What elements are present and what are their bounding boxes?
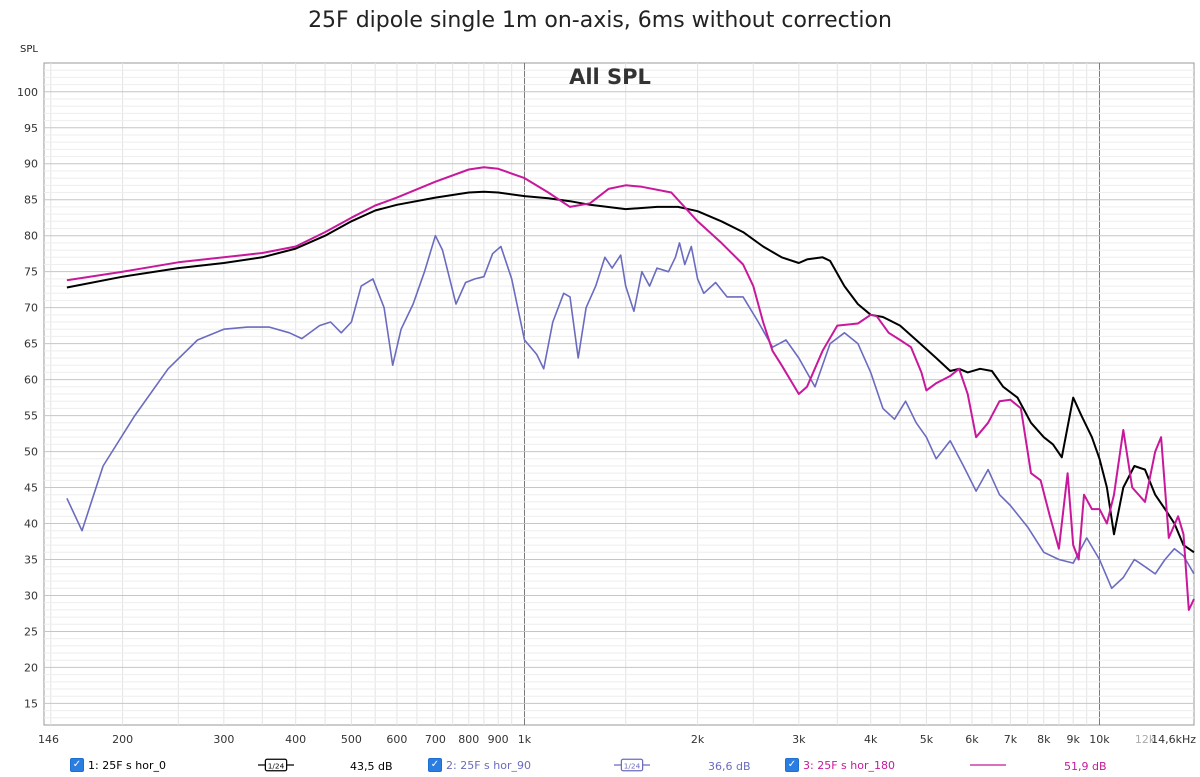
x-tick-label: 14,6kHz bbox=[1151, 733, 1196, 746]
y-tick-label: 20 bbox=[24, 661, 38, 674]
smoothing-indicator-hor-90[interactable]: 1/24 bbox=[614, 757, 650, 773]
y-tick-label: 40 bbox=[24, 518, 38, 531]
x-tick-label: 4k bbox=[864, 733, 878, 746]
legend-level: 51,9 dB bbox=[1064, 760, 1107, 773]
legend-label: 2: 25F s hor_90 bbox=[446, 758, 531, 772]
y-tick-label: 80 bbox=[24, 230, 38, 243]
y-tick-label: 65 bbox=[24, 338, 38, 351]
series-line-3 bbox=[66, 166, 1195, 611]
x-tick-label: 1k bbox=[518, 733, 532, 746]
x-tick-label: 12k bbox=[1135, 733, 1156, 746]
chart-subtitle: All SPL bbox=[569, 65, 651, 89]
x-tick-label: 10k bbox=[1089, 733, 1110, 746]
checkbox-icon[interactable]: ✓ bbox=[70, 758, 84, 772]
x-tick-label: 3k bbox=[792, 733, 806, 746]
x-tick-label: 8k bbox=[1037, 733, 1051, 746]
y-tick-label: 85 bbox=[24, 194, 38, 207]
y-tick-label: 100 bbox=[17, 86, 38, 99]
x-tick-label: 900 bbox=[488, 733, 509, 746]
x-tick-label: 7k bbox=[1004, 733, 1018, 746]
y-tick-label: 70 bbox=[24, 302, 38, 315]
legend-level: 36,6 dB bbox=[708, 760, 751, 773]
y-tick-label: 60 bbox=[24, 374, 38, 387]
legend-label: 1: 25F s hor_0 bbox=[88, 758, 166, 772]
legend-item-hor-90[interactable]: ✓ 2: 25F s hor_90 bbox=[428, 758, 531, 772]
series-line-1 bbox=[66, 190, 1195, 554]
x-tick-label: 400 bbox=[285, 733, 306, 746]
y-tick-label: 45 bbox=[24, 482, 38, 495]
x-tick-label: 200 bbox=[112, 733, 133, 746]
legend-item-hor-180[interactable]: ✓ 3: 25F s hor_180 bbox=[785, 758, 895, 772]
y-tick-label: 90 bbox=[24, 158, 38, 171]
series-line-swatch-hor-180 bbox=[970, 764, 1006, 766]
x-tick-label: 300 bbox=[213, 733, 234, 746]
x-tick-label: 5k bbox=[920, 733, 934, 746]
grid bbox=[43, 62, 1195, 726]
x-tick-label: 2k bbox=[691, 733, 705, 746]
x-tick-label: 600 bbox=[386, 733, 407, 746]
series-lines bbox=[66, 166, 1195, 611]
x-tick-label: 800 bbox=[458, 733, 479, 746]
x-tick-label: 6k bbox=[965, 733, 979, 746]
series-line-2 bbox=[66, 234, 1195, 590]
y-tick-label: 55 bbox=[24, 410, 38, 423]
legend-item-hor-0[interactable]: ✓ 1: 25F s hor_0 bbox=[70, 758, 166, 772]
y-tick-label: 30 bbox=[24, 589, 38, 602]
axis-ticks: 15 20 25 30 35 40 45 50 55 60 65 70 75 80 85 90 95 100 146… bbox=[17, 86, 1196, 746]
legend-level: 43,5 dB bbox=[350, 760, 393, 773]
checkbox-icon[interactable]: ✓ bbox=[785, 758, 799, 772]
smoothing-label: 1/24 bbox=[624, 761, 641, 770]
x-tick-label: 146 bbox=[38, 733, 59, 746]
x-tick-label: 500 bbox=[341, 733, 362, 746]
legend: ✓ 1: 25F s hor_0 1/24 43,5 dB ✓ 2: 25F s… bbox=[0, 755, 1200, 777]
x-tick-label: 700 bbox=[425, 733, 446, 746]
y-axis-label: SPL bbox=[20, 44, 38, 55]
smoothing-indicator-hor-0[interactable]: 1/24 bbox=[258, 757, 294, 773]
chart-title: 25F dipole single 1m on-axis, 6ms withou… bbox=[308, 8, 892, 33]
y-tick-label: 75 bbox=[24, 266, 38, 279]
checkbox-icon[interactable]: ✓ bbox=[428, 758, 442, 772]
smoothing-label: 1/24 bbox=[268, 761, 285, 770]
y-tick-label: 25 bbox=[24, 625, 38, 638]
y-tick-label: 95 bbox=[24, 122, 38, 135]
y-tick-label: 50 bbox=[24, 446, 38, 459]
x-tick-label: 9k bbox=[1066, 733, 1080, 746]
y-tick-label: 35 bbox=[24, 554, 38, 567]
legend-label: 3: 25F s hor_180 bbox=[803, 758, 895, 772]
y-tick-label: 15 bbox=[24, 697, 38, 710]
